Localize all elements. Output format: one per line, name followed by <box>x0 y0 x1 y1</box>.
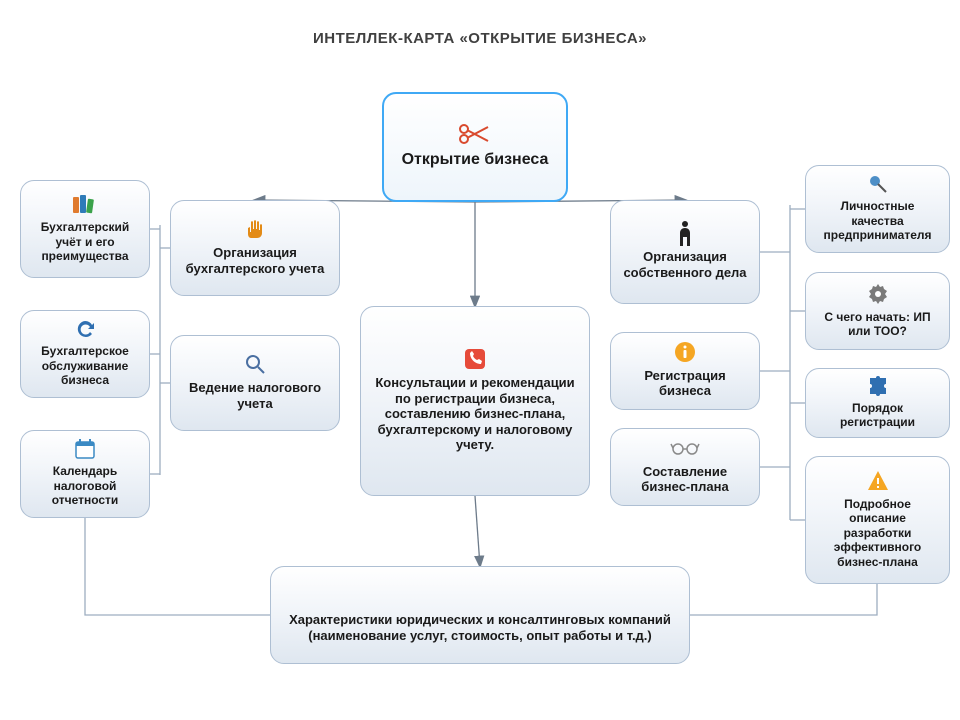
magnifier-icon <box>244 352 266 376</box>
node-buh_adv: Бухгалтерский учёт и его преимущества <box>20 180 150 278</box>
node-label: С чего начать: ИП или ТОО? <box>816 310 939 339</box>
node-label: Календарь налоговой отчетности <box>31 464 139 507</box>
node-reg_biz: Регистрация бизнеса <box>610 332 760 410</box>
node-label: Консультации и рекомендации по регистрац… <box>371 375 579 453</box>
node-label: Организация бухгалтерского учета <box>181 245 329 276</box>
person-icon <box>677 221 693 245</box>
node-label: Подробное описание разработки эффективно… <box>816 497 939 569</box>
node-label: Личностные качества предпринимателя <box>816 199 939 242</box>
warning-icon <box>867 469 889 493</box>
pin-icon <box>867 173 889 195</box>
diagram-stage: ИНТЕЛЛЕК-КАРТА «ОТКРЫТИЕ БИЗНЕСА» Открыт… <box>0 0 960 720</box>
calendar-icon <box>74 438 96 460</box>
phone-icon <box>464 347 486 371</box>
node-label: Бухгалтерское обслуживание бизнеса <box>31 344 139 387</box>
node-consult: Консультации и рекомендации по регистрац… <box>360 306 590 496</box>
gear-icon <box>867 282 889 306</box>
node-label: Бухгалтерский учёт и его преимущества <box>31 220 139 263</box>
node-label: Организация собственного дела <box>621 249 749 280</box>
node-label: Характеристики юридических и консалтинго… <box>281 612 679 643</box>
node-label: Открытие бизнеса <box>402 150 549 169</box>
node-label: Порядок регистрации <box>816 401 939 430</box>
books-icon <box>72 192 98 216</box>
node-legal: Характеристики юридических и консалтинго… <box>270 566 690 664</box>
node-label: Составление бизнес-плана <box>621 464 749 495</box>
glasses-icon <box>670 437 700 460</box>
node-detailed: Подробное описание разработки эффективно… <box>805 456 950 584</box>
cycle-icon <box>74 318 96 340</box>
diagram-title: ИНТЕЛЛЕК-КАРТА «ОТКРЫТИЕ БИЗНЕСА» <box>0 30 960 47</box>
node-ved_nal: Ведение налогового учета <box>170 335 340 431</box>
node-label: Регистрация бизнеса <box>621 368 749 399</box>
puzzle-icon <box>867 375 889 397</box>
node-qualities: Личностные качества предпринимателя <box>805 165 950 253</box>
node-biz_plan: Составление бизнес-плана <box>610 428 760 506</box>
hand-icon <box>244 217 266 241</box>
info-icon <box>674 341 696 364</box>
node-org_own: Организация собственного дела <box>610 200 760 304</box>
node-ip_too: С чего начать: ИП или ТОО? <box>805 272 950 350</box>
scissors-icon <box>458 122 492 146</box>
node-calendar: Календарь налоговой отчетности <box>20 430 150 518</box>
node-org_buh: Организация бухгалтерского учета <box>170 200 340 296</box>
node-label: Ведение налогового учета <box>181 380 329 411</box>
node-root: Открытие бизнеса <box>382 92 568 202</box>
node-buh_serv: Бухгалтерское обслуживание бизнеса <box>20 310 150 398</box>
node-order_reg: Порядок регистрации <box>805 368 950 438</box>
